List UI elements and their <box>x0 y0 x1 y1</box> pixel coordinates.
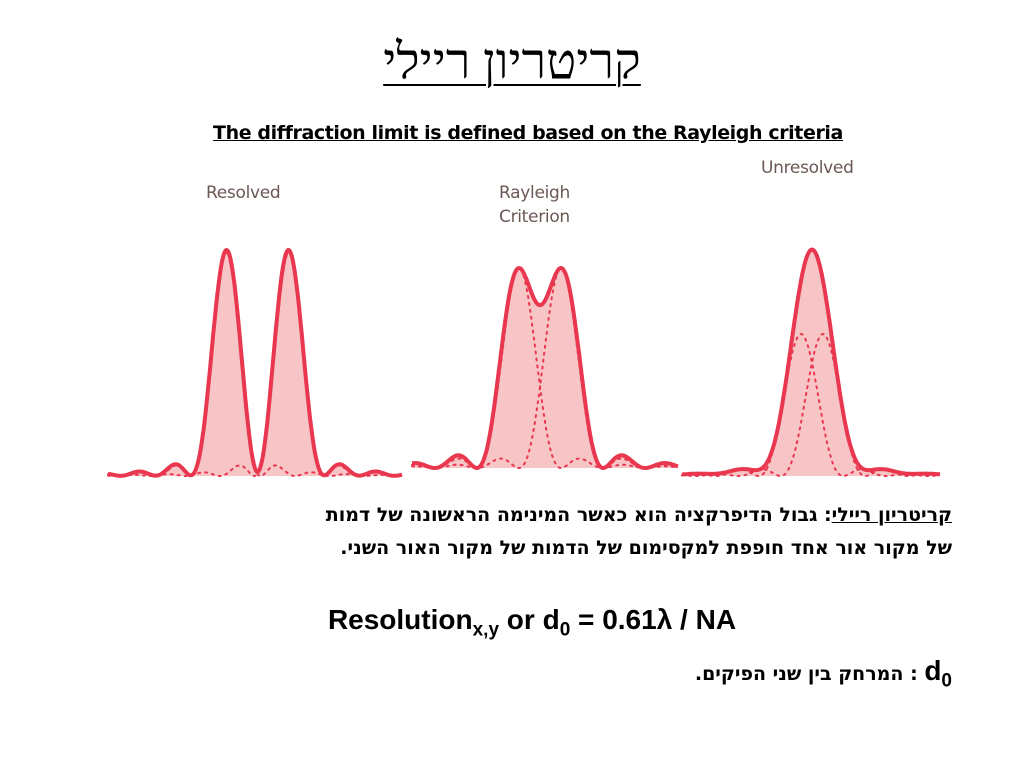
d0-symbol: d0 <box>924 655 952 692</box>
d0-text: המרחק בין שני הפיקים. <box>694 663 904 685</box>
formula-or-d: or d <box>499 604 560 635</box>
rayleigh-definition-line1: קריטריון ריילי: גבול הדיפרקציה הוא כאשר … <box>72 500 952 531</box>
definition-term: קריטריון ריילי <box>831 504 952 526</box>
resolved-label: Resolved <box>206 183 281 203</box>
d0-separator: : <box>903 663 925 685</box>
definition-line1-text: גבול הדיפרקציה הוא כאשר המינימה הראשונה … <box>325 504 825 526</box>
resolved-component-1 <box>107 250 403 478</box>
unresolved-label: Unresolved <box>761 158 854 178</box>
formula-sub-0: 0 <box>559 619 571 641</box>
resolved-fill <box>108 250 402 476</box>
formula-rest: = 0.61λ / NA <box>570 604 737 635</box>
definition-colon: : <box>824 504 832 526</box>
d0-subscript: 0 <box>941 670 952 692</box>
rayleigh-criterion-label: Rayleigh Criterion <box>499 181 570 229</box>
slide-subtitle: The diffraction limit is defined based o… <box>213 122 843 144</box>
unresolved-sum-curve <box>681 247 941 477</box>
slide-title: קריטריון ריילי <box>383 33 641 89</box>
rayleigh-label-line1: Rayleigh <box>499 183 570 203</box>
resolved-sum-curve <box>107 248 403 478</box>
rayleigh-definition-line2: של מקור אור אחד חופפת למקסימום של הדמות … <box>340 537 952 559</box>
resolved-panel <box>107 248 403 478</box>
d0-definition: d0 : המרחק בין שני הפיקים. <box>695 654 952 699</box>
unresolved-fill <box>682 249 940 476</box>
formula-resolution: Resolution <box>327 604 473 635</box>
rayleigh-fill <box>412 268 678 468</box>
resolved-component-2 <box>107 250 403 478</box>
formula-sub-xy: x,y <box>472 619 500 641</box>
rayleigh-sum-curve <box>411 266 679 470</box>
unresolved-panel <box>681 247 941 478</box>
d0-letter: d <box>924 655 942 686</box>
resolution-formula: Resolutionx,y or d0 = 0.61λ / NA <box>0 598 1024 653</box>
rayleigh-criterion-panel <box>411 266 679 470</box>
rayleigh-component-1 <box>411 267 679 469</box>
rayleigh-label-line2: Criterion <box>499 207 570 227</box>
